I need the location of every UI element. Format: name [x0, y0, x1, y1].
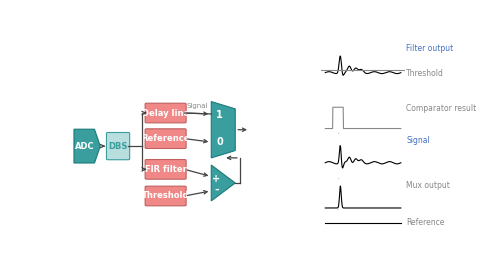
- FancyBboxPatch shape: [145, 129, 186, 148]
- FancyBboxPatch shape: [106, 132, 130, 160]
- Text: DBS: DBS: [108, 142, 128, 151]
- FancyBboxPatch shape: [145, 103, 186, 123]
- Text: FIR filter: FIR filter: [145, 165, 187, 174]
- Text: Threshold: Threshold: [142, 192, 190, 201]
- Text: Delay line: Delay line: [142, 109, 189, 118]
- Text: -: -: [214, 185, 219, 195]
- Polygon shape: [211, 165, 235, 201]
- FancyBboxPatch shape: [145, 160, 186, 179]
- Polygon shape: [74, 129, 100, 163]
- Text: ADC: ADC: [75, 142, 94, 151]
- Text: Reference: Reference: [141, 134, 190, 143]
- Text: Signal: Signal: [187, 103, 208, 109]
- FancyBboxPatch shape: [145, 186, 186, 206]
- Text: +: +: [213, 174, 221, 184]
- Polygon shape: [211, 102, 235, 158]
- Text: 1: 1: [216, 110, 223, 120]
- Text: 0: 0: [216, 137, 223, 147]
